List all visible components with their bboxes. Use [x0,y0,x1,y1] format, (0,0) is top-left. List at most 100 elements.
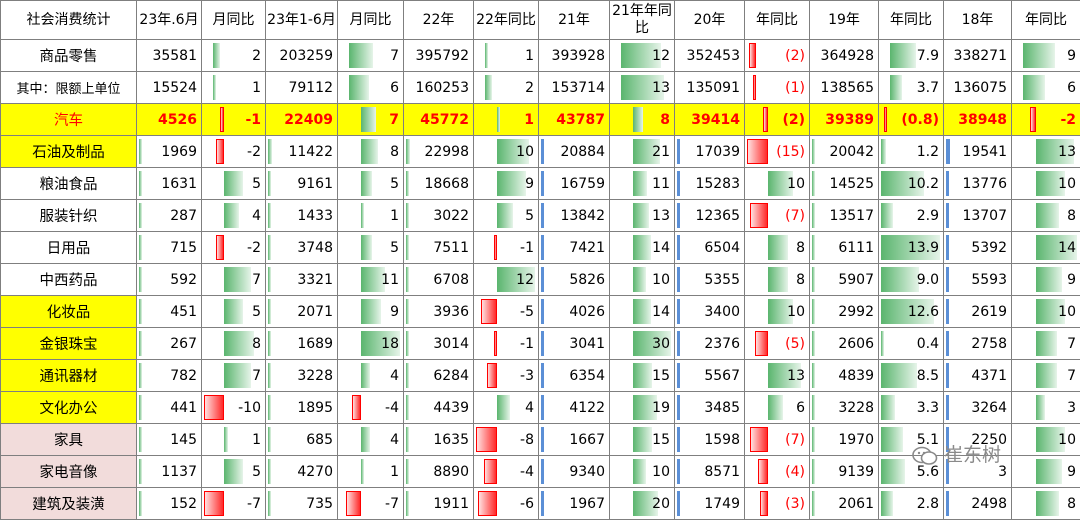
cell-value: 2758 [971,336,1007,352]
growth-cell: 8 [610,104,675,136]
growth-cell: -2 [202,136,266,168]
value-cell: 4270 [266,456,338,488]
growth-bar [361,235,372,260]
growth-cell: 10 [745,296,810,328]
cell-value: 13842 [560,208,605,224]
growth-cell: 7 [202,264,266,296]
cell-value: 5355 [704,272,740,288]
growth-bar [1036,267,1062,292]
cell-value: 43787 [556,112,605,128]
volume-bar [946,267,949,292]
growth-cell: 10 [610,456,675,488]
cell-value: 21 [652,144,670,160]
cell-value: 4 [390,432,399,448]
value-cell: 715 [137,232,202,264]
volume-bar [268,171,271,196]
value-cell: 22409 [266,104,338,136]
growth-cell: (7) [745,424,810,456]
cell-value: 30 [652,336,670,352]
value-cell: 4026 [539,296,610,328]
growth-cell: 15 [610,424,675,456]
growth-bar [881,459,905,484]
growth-bar [220,107,224,132]
cell-value: 2.9 [917,208,939,224]
volume-bar [406,139,410,164]
growth-bar [224,427,228,452]
value-cell: 17039 [675,136,745,168]
value-cell: 4122 [539,392,610,424]
volume-bar [677,235,680,260]
growth-bar [361,363,370,388]
growth-cell: 8 [745,232,810,264]
cell-value: 22409 [284,112,333,128]
growth-cell: 13.9 [879,232,944,264]
growth-bar [881,267,919,292]
value-cell: 3041 [539,328,610,360]
growth-cell: 9 [338,296,404,328]
growth-bar [763,107,768,132]
growth-cell: 3.3 [879,392,944,424]
cell-value: 5826 [569,272,605,288]
value-cell: 395792 [404,40,474,72]
value-cell: 1433 [266,200,338,232]
cell-value: 9340 [569,464,605,480]
cell-value: 135091 [687,80,740,96]
value-cell: 153714 [539,72,610,104]
growth-cell: 1 [338,456,404,488]
volume-bar [139,267,142,292]
growth-bar [1030,107,1036,132]
growth-bar [497,171,526,196]
cell-value: 5392 [971,240,1007,256]
volume-bar [812,427,815,452]
growth-cell: 6 [745,392,810,424]
growth-bar [361,299,381,324]
cell-value: 8 [796,272,805,288]
volume-bar [139,427,142,452]
growth-bar [633,235,651,260]
cell-value: 19 [652,400,670,416]
value-cell: 20042 [810,136,879,168]
volume-bar [541,459,544,484]
growth-bar [1023,75,1045,100]
growth-cell: 1 [474,40,539,72]
growth-cell: 11 [610,168,675,200]
cell-value: 8890 [433,464,469,480]
cell-value: 2 [252,48,261,64]
growth-cell: 5 [202,456,266,488]
volume-bar [677,331,680,356]
cell-value: 1598 [704,432,740,448]
value-cell: 4439 [404,392,474,424]
cell-value: 9 [1067,48,1076,64]
cell-value: 12.6 [908,304,939,320]
growth-bar [1036,395,1045,420]
value-cell: 1598 [675,424,745,456]
row-category: 通讯器材 [1,360,137,392]
cell-value: 10 [787,304,805,320]
volume-bar [406,395,409,420]
volume-bar [677,171,680,196]
value-cell: 1137 [137,456,202,488]
cell-value: -4 [520,464,534,480]
cell-value: 10 [1058,176,1076,192]
growth-cell: 7 [1012,328,1080,360]
volume-bar [812,267,815,292]
cell-value: 17039 [695,144,740,160]
value-cell: 15283 [675,168,745,200]
cell-value: 10 [652,464,670,480]
cell-value: 4839 [838,368,874,384]
cell-value: 7511 [433,240,469,256]
value-cell: 6111 [810,232,879,264]
header-col: 年同比 [879,1,944,40]
row-category: 服装针织 [1,200,137,232]
growth-cell: 11 [338,264,404,296]
cell-value: 1 [252,80,261,96]
value-cell: 2376 [675,328,745,360]
value-cell: 352453 [675,40,745,72]
volume-bar [812,139,815,164]
value-cell: 5826 [539,264,610,296]
growth-bar [224,203,239,228]
growth-cell: 1 [202,72,266,104]
cell-value: 715 [170,240,197,256]
